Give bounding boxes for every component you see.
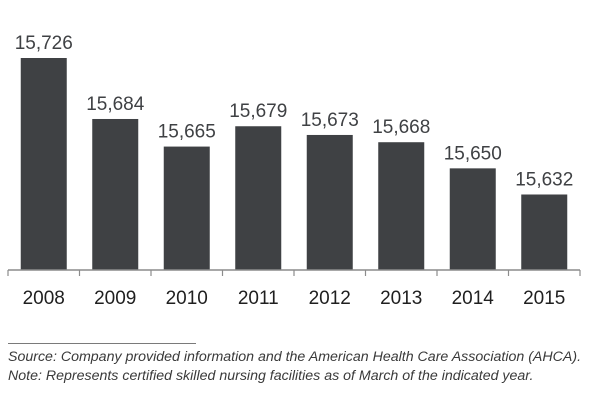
value-label-2012: 15,673 xyxy=(301,110,359,131)
value-label-2008: 15,726 xyxy=(15,33,73,54)
bars-group xyxy=(20,58,568,270)
bar-2013 xyxy=(378,142,425,270)
bar-2010 xyxy=(163,146,210,270)
value-label-2009: 15,684 xyxy=(86,94,145,115)
bar-2008 xyxy=(20,58,67,270)
x-tick-label-2012: 2012 xyxy=(309,288,351,309)
bar-2012 xyxy=(306,134,353,270)
value-label-2011: 15,679 xyxy=(229,101,287,122)
x-tick-label-2009: 2009 xyxy=(94,288,136,309)
value-labels-group: 15,726 15,684 15,665 15,679 15,673 15,668 15,6… xyxy=(15,33,574,190)
value-label-2013: 15,668 xyxy=(372,117,430,138)
value-label-2015: 15,632 xyxy=(515,169,573,190)
x-tick-label-2008: 2008 xyxy=(23,288,65,309)
bar-2011 xyxy=(235,126,282,270)
value-label-2010: 15,665 xyxy=(158,122,216,143)
x-tick-labels-group: 2008 2009 2010 2011 2012 2013 2014 2015 xyxy=(23,288,566,309)
x-tick-label-2011: 2011 xyxy=(238,288,279,309)
bar-2009 xyxy=(92,118,139,270)
x-tick-label-2015: 2015 xyxy=(523,288,565,309)
source-note: Source: Company provided information and… xyxy=(8,349,582,384)
x-tick-label-2013: 2013 xyxy=(380,288,422,309)
value-label-2014: 15,650 xyxy=(444,143,502,164)
x-tick-label-2010: 2010 xyxy=(166,288,208,309)
bar-2015 xyxy=(521,194,568,270)
footnote-rule xyxy=(8,343,196,344)
x-axis-ticks xyxy=(7,270,581,276)
x-tick-label-2014: 2014 xyxy=(452,288,495,309)
bar-2014 xyxy=(449,168,496,270)
bar-chart: 15,726 15,684 15,665 15,679 15,673 15,668 15,6… xyxy=(7,33,581,309)
